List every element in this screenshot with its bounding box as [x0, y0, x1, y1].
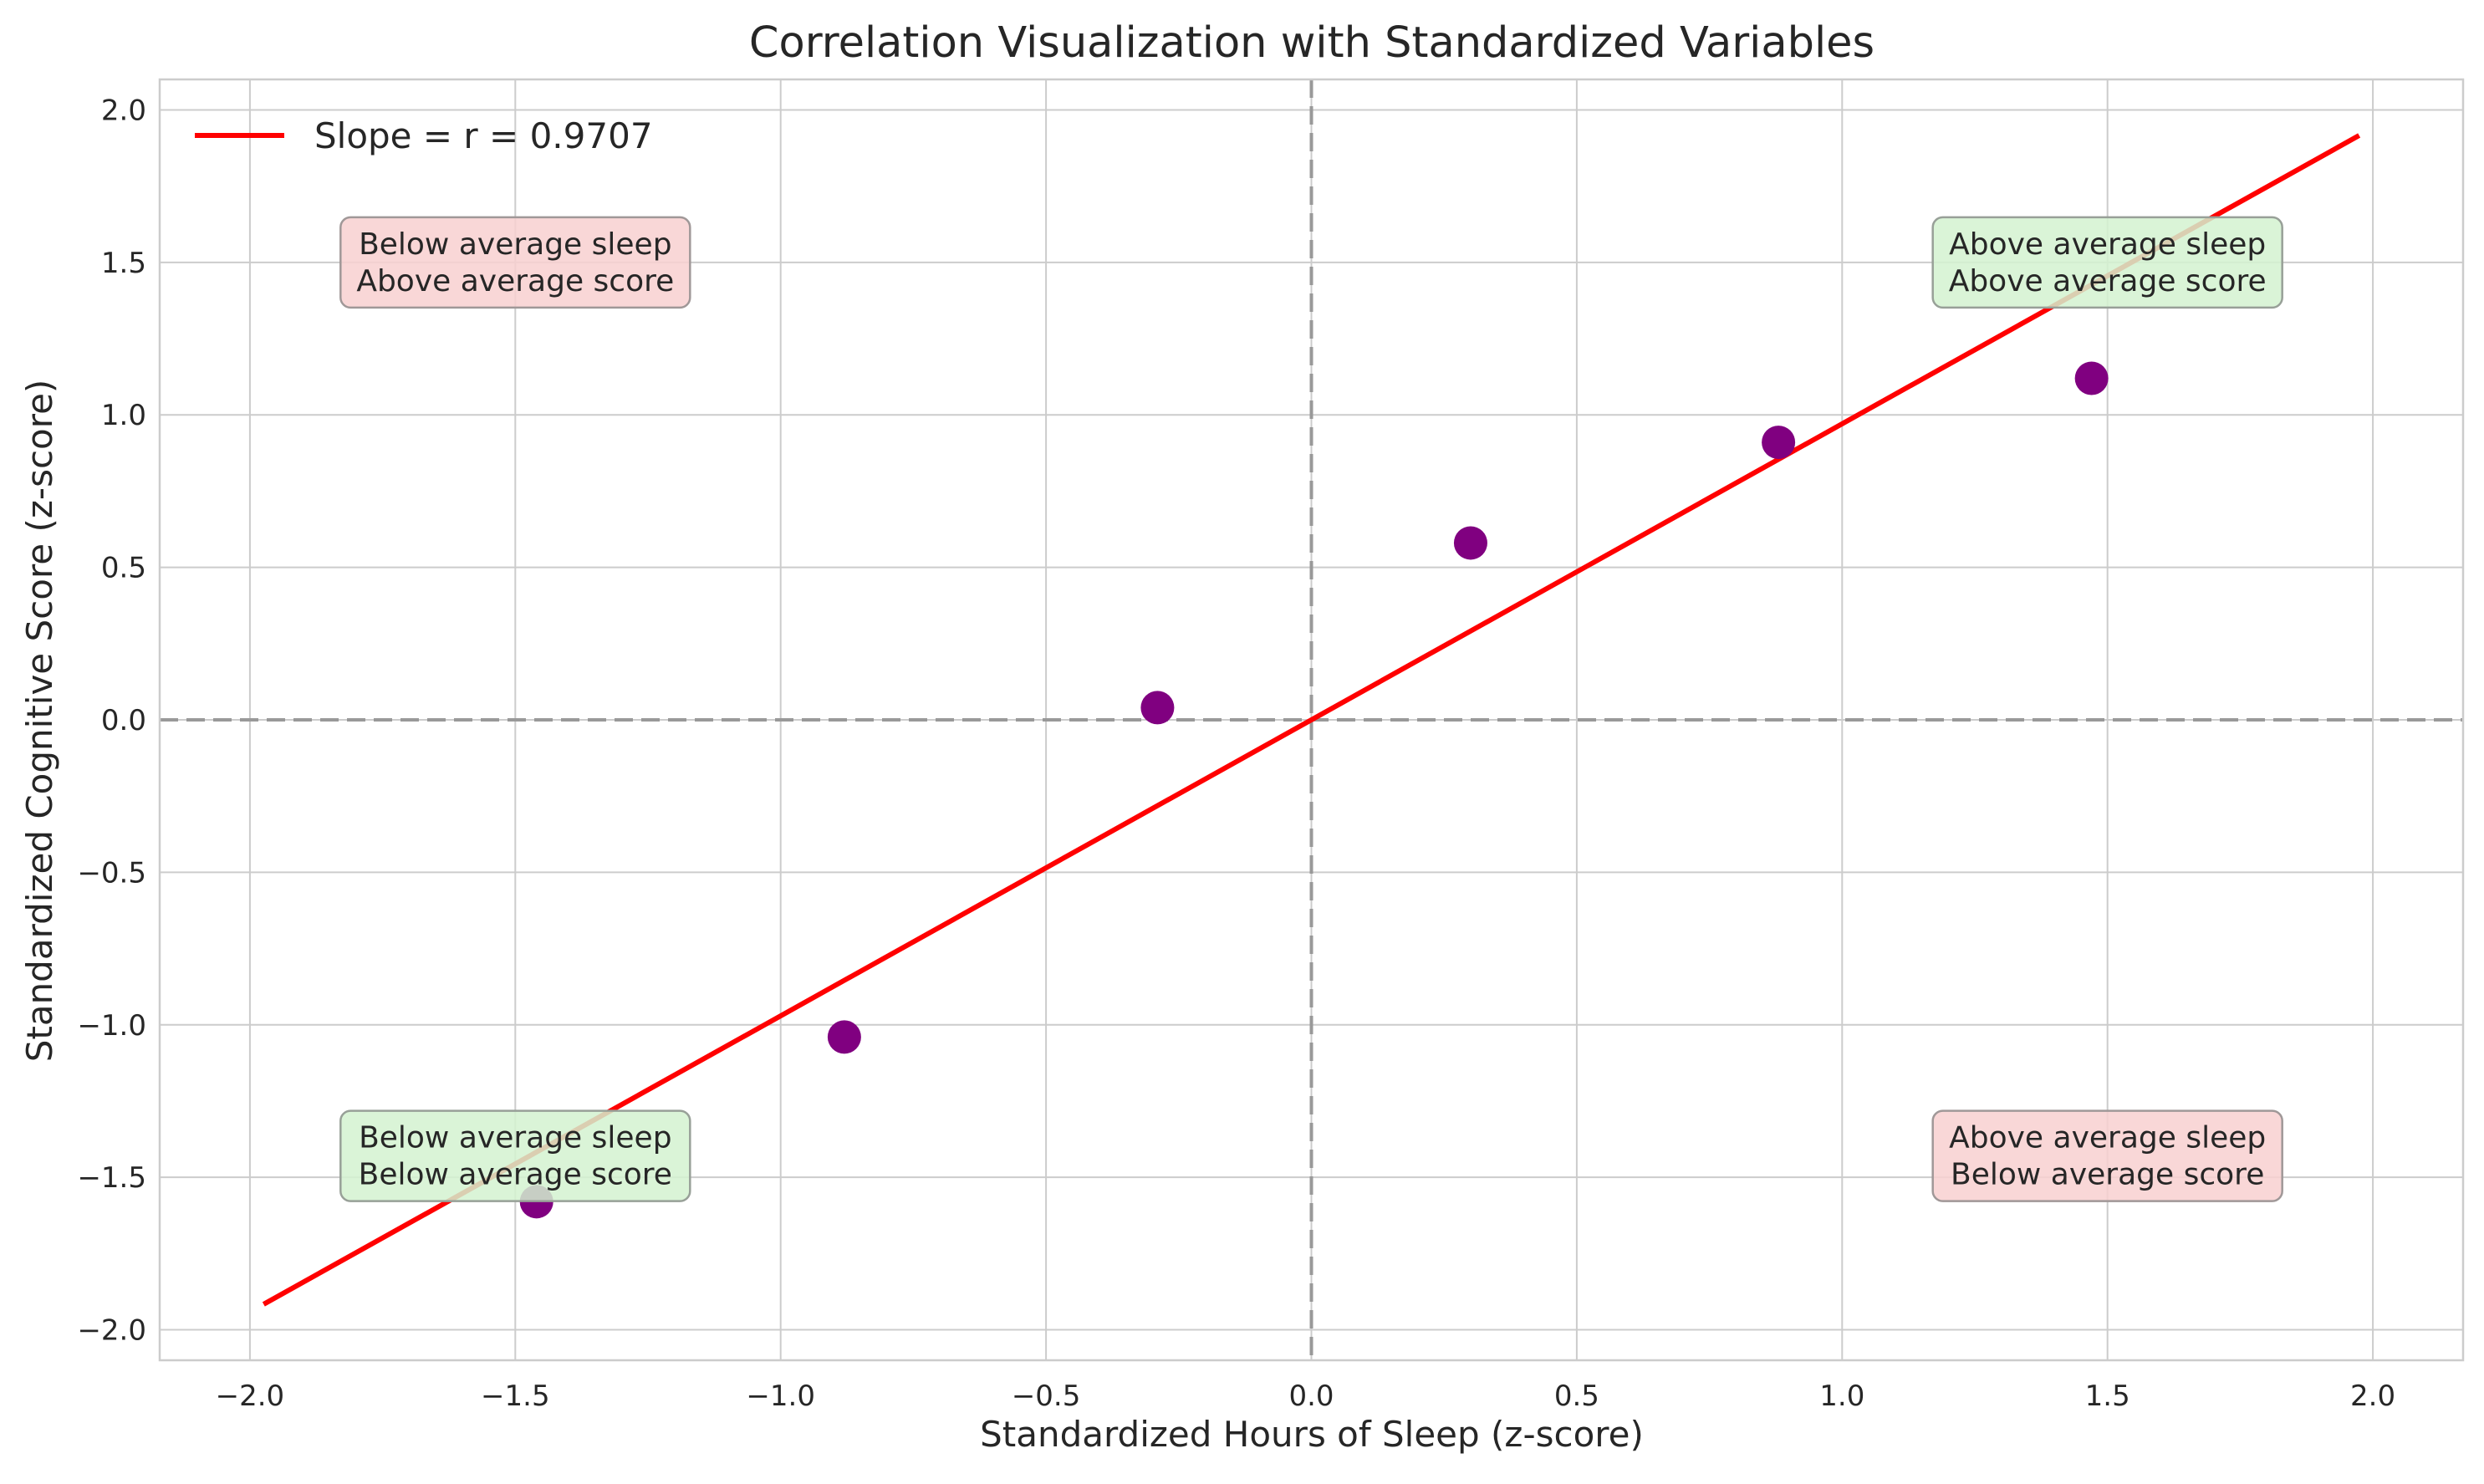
- scatter-point: [1140, 691, 1175, 725]
- tick-labels: −2.0 −1.5 −1.0 −0.5 0.0 0.5 1.0 1.5 2.0 −2.0 −1.5 −…: [77, 94, 2395, 1413]
- annotation-text: Above average score: [1949, 264, 2267, 298]
- x-tick-label: −1.0: [746, 1379, 815, 1413]
- chart-title: Correlation Visualization with Standardi…: [749, 18, 1874, 68]
- y-tick-label: −1.5: [77, 1161, 146, 1195]
- annotation-box: [1931, 216, 2283, 309]
- annotation-text: Below average score: [1951, 1158, 2264, 1192]
- y-tick-label: −0.5: [77, 856, 146, 890]
- annotation-text: Below average score: [359, 1158, 672, 1192]
- annotation-text: Below average sleep: [359, 1121, 671, 1155]
- annotation-box: [339, 1109, 691, 1202]
- regression-line: [262, 133, 2361, 1307]
- x-tick-label: 1.5: [2085, 1379, 2130, 1413]
- x-tick-label: −2.0: [216, 1379, 285, 1413]
- y-tick-label: 0.0: [101, 704, 146, 737]
- y-tick-label: −2.0: [77, 1314, 146, 1348]
- legend-label: Slope = r = 0.9707: [314, 115, 653, 156]
- x-axis-title: Standardized Hours of Sleep (z-score): [980, 1414, 1644, 1455]
- y-tick-label: −1.0: [77, 1009, 146, 1043]
- y-tick-label: 0.5: [101, 552, 146, 585]
- x-tick-label: −0.5: [1012, 1379, 1081, 1413]
- annotation-box: [339, 216, 691, 309]
- scatter-point: [2074, 361, 2109, 395]
- y-tick-label: 1.0: [101, 399, 146, 432]
- annotation-text: Above average score: [356, 264, 674, 298]
- scatter-point: [827, 1020, 861, 1054]
- annotation-text: Below average sleep: [359, 227, 671, 262]
- annotation-text: Above average sleep: [1949, 227, 2266, 262]
- y-tick-label: 2.0: [101, 94, 146, 127]
- annotation-text: Above average sleep: [1949, 1121, 2266, 1155]
- x-tick-label: −1.5: [481, 1379, 550, 1413]
- annotation-box: [1931, 1109, 2283, 1202]
- x-tick-label: 2.0: [2350, 1379, 2395, 1413]
- scatter-point: [1762, 426, 1796, 460]
- scatter-point: [1453, 526, 1487, 560]
- y-axis-title: Standardized Cognitive Score (z-score): [19, 380, 60, 1063]
- y-tick-label: 1.5: [101, 247, 146, 280]
- x-tick-label: 0.5: [1554, 1379, 1599, 1413]
- plot-frame: [158, 78, 2465, 1362]
- legend: Slope = r = 0.9707: [195, 115, 653, 156]
- x-tick-label: 1.0: [1819, 1379, 1864, 1413]
- x-tick-label: 0.0: [1288, 1379, 1334, 1413]
